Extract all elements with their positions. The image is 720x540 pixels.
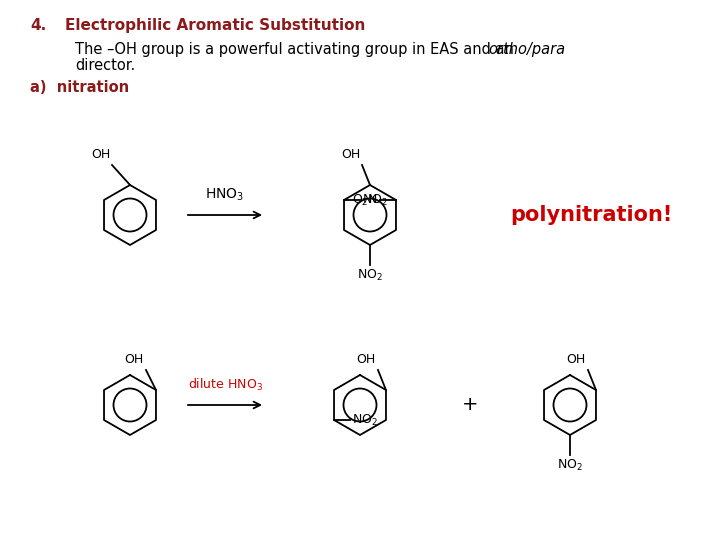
Text: OH: OH — [91, 148, 110, 161]
Text: 4.: 4. — [30, 18, 46, 33]
Text: OH: OH — [356, 353, 376, 366]
Text: The –OH group is a powerful activating group in EAS and an: The –OH group is a powerful activating g… — [75, 42, 518, 57]
Text: ortho/para: ortho/para — [488, 42, 565, 57]
Text: OH: OH — [341, 148, 360, 161]
Text: NO$_2$: NO$_2$ — [557, 458, 583, 473]
Text: polynitration!: polynitration! — [510, 205, 672, 225]
Text: a)  nitration: a) nitration — [30, 80, 129, 95]
Text: NO$_2$: NO$_2$ — [357, 268, 383, 283]
Text: +: + — [462, 395, 478, 415]
Text: dilute HNO$_3$: dilute HNO$_3$ — [187, 377, 263, 393]
Text: Electrophilic Aromatic Substitution: Electrophilic Aromatic Substitution — [65, 18, 365, 33]
Text: director.: director. — [75, 58, 135, 73]
Text: NO$_2$: NO$_2$ — [362, 192, 388, 207]
Text: NO$_2$: NO$_2$ — [352, 413, 378, 428]
Text: O$_2$N: O$_2$N — [352, 192, 378, 207]
Text: HNO$_3$: HNO$_3$ — [205, 187, 245, 203]
Text: OH: OH — [125, 353, 144, 366]
Text: OH: OH — [567, 353, 586, 366]
